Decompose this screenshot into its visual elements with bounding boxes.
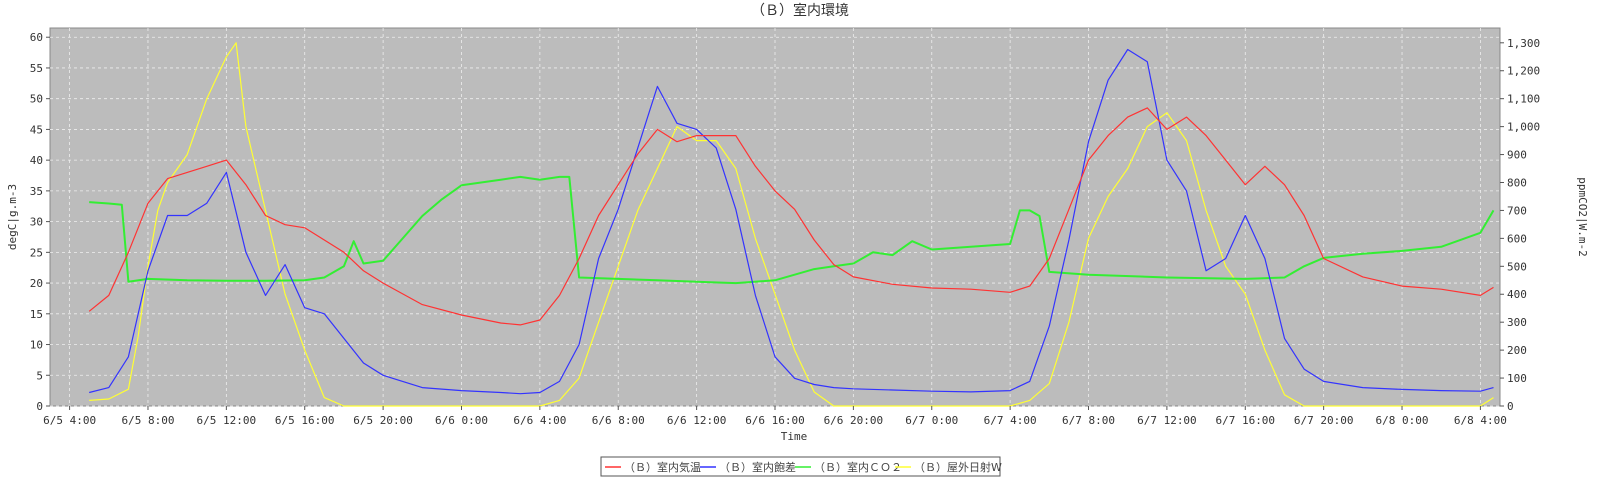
grid: [50, 28, 1500, 407]
y2-tick-label: 500: [1507, 260, 1527, 273]
y-tick-label: 60: [30, 31, 43, 44]
y2-tick-label: 200: [1507, 344, 1527, 357]
x-tick-label: 6/7 20:00: [1294, 414, 1354, 427]
y2-tick-label: 1,300: [1507, 37, 1540, 50]
x-tick-label: 6/7 0:00: [905, 414, 958, 427]
legend-label: （Ｂ）室内ＣＯ２: [814, 460, 902, 474]
y2-tick-label: 300: [1507, 316, 1527, 329]
y-axis-right-title: ppmCO2|W.m-2: [1576, 177, 1589, 256]
x-tick-label: 6/7 16:00: [1215, 414, 1275, 427]
y-tick-label: 25: [30, 246, 43, 259]
x-tick-label: 6/5 12:00: [197, 414, 257, 427]
y-tick-label: 55: [30, 62, 43, 75]
series-line-1: [89, 48, 1494, 395]
x-tick-label: 6/6 16:00: [745, 414, 805, 427]
left-axis: 0 5 10 15 20 25 30 35 40 45 50 55 60: [30, 31, 50, 413]
legend-label: （Ｂ）室内気温: [624, 460, 701, 474]
y2-tick-label: 900: [1507, 149, 1527, 162]
x-tick-label: 6/8 0:00: [1376, 414, 1429, 427]
y-tick-label: 10: [30, 339, 43, 352]
x-axis: 6/5 4:00 6/5 8:00 6/5 12:00 6/5 16:00 6/5 20…: [43, 406, 1507, 427]
y2-tick-label: 0: [1507, 400, 1514, 413]
y-tick-label: 40: [30, 154, 43, 167]
y2-tick-label: 400: [1507, 288, 1527, 301]
x-tick-label: 6/7 12:00: [1137, 414, 1197, 427]
x-tick-label: 6/5 8:00: [121, 414, 174, 427]
x-axis-title: Time: [781, 430, 808, 443]
chart-title: （Ｂ）室内環境: [751, 2, 849, 19]
y-tick-label: 15: [30, 308, 43, 321]
right-axis: 0 100 200 300 400 500 600 700 800 900 1,000 1,100 1,…: [1500, 37, 1540, 413]
y-tick-label: 0: [36, 400, 43, 413]
y-tick-label: 35: [30, 185, 43, 198]
y-tick-label: 20: [30, 277, 43, 290]
y-tick-label: 50: [30, 93, 43, 106]
x-tick-label: 6/5 4:00: [43, 414, 96, 427]
x-tick-label: 6/6 4:00: [513, 414, 566, 427]
series-line-0: [88, 107, 1494, 326]
x-tick-label: 6/6 8:00: [592, 414, 645, 427]
legend-label: （Ｂ）室内飽差: [719, 460, 796, 474]
x-tick-label: 6/7 8:00: [1062, 414, 1115, 427]
y-tick-label: 45: [30, 123, 43, 136]
x-tick-label: 6/6 20:00: [824, 414, 884, 427]
y-tick-label: 5: [36, 369, 43, 382]
series-layer: [88, 42, 1495, 407]
y2-tick-label: 700: [1507, 204, 1527, 217]
y2-tick-label: 1,000: [1507, 121, 1540, 134]
y2-tick-label: 1,100: [1507, 93, 1540, 106]
y2-tick-label: 800: [1507, 176, 1527, 189]
series-line-2: [89, 175, 1495, 285]
x-tick-label: 6/6 0:00: [435, 414, 488, 427]
legend: （Ｂ）室内気温 （Ｂ）室内飽差 （Ｂ）室内ＣＯ２ （Ｂ）屋外日射W: [600, 456, 1002, 477]
legend-label: （Ｂ）屋外日射W: [914, 460, 1002, 474]
x-tick-label: 6/5 20:00: [353, 414, 413, 427]
x-tick-label: 6/6 12:00: [667, 414, 727, 427]
x-tick-label: 6/8 4:00: [1454, 414, 1507, 427]
y2-tick-label: 600: [1507, 232, 1527, 245]
y-tick-label: 30: [30, 216, 43, 229]
y2-tick-label: 1,200: [1507, 65, 1540, 78]
x-tick-label: 6/7 4:00: [984, 414, 1037, 427]
x-tick-label: 6/5 16:00: [275, 414, 335, 427]
series-line-3: [89, 42, 1494, 407]
y2-tick-label: 100: [1507, 372, 1527, 385]
y-axis-left-title: degC|g.m-3: [6, 184, 19, 250]
